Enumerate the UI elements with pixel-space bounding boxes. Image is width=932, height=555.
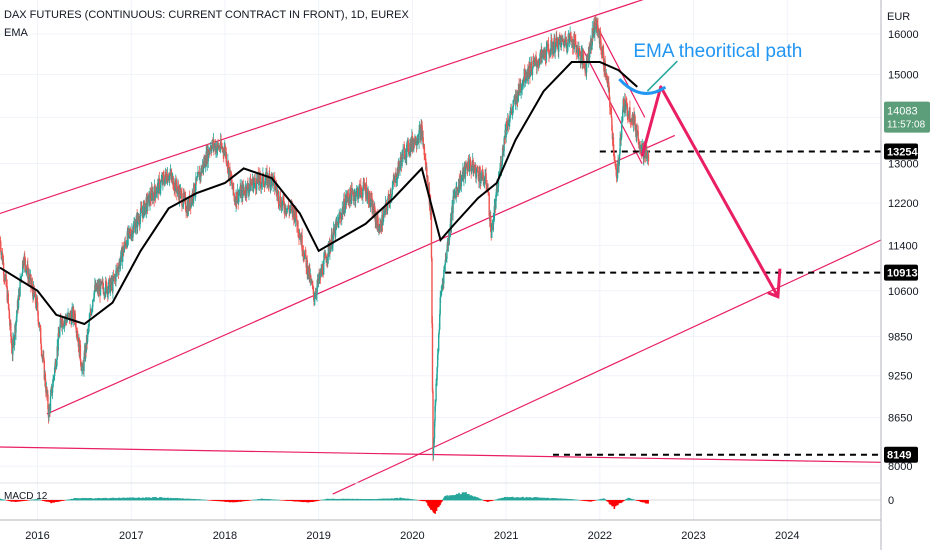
candle-body	[50, 396, 51, 410]
candle-body	[38, 322, 39, 324]
candle-body	[476, 171, 477, 178]
candle-body	[433, 448, 434, 456]
x-tick-label: 2016	[25, 530, 49, 542]
candle-body	[197, 177, 198, 178]
level-price-value: 8149	[887, 450, 911, 462]
y-tick-label: 15000	[888, 69, 919, 81]
y-tick-label: 16000	[888, 29, 919, 41]
y-axis-currency-label: EUR	[887, 11, 910, 23]
macd-indicator-label[interactable]: MACD 12	[4, 491, 47, 502]
x-tick-label: 2023	[681, 530, 705, 542]
candle-body	[310, 276, 311, 279]
candle-body	[438, 330, 439, 335]
candle-body	[155, 194, 156, 197]
y-tick-label: 9850	[888, 332, 912, 344]
x-tick-label: 2021	[494, 530, 518, 542]
candle-body	[402, 149, 403, 159]
y-tick-label: 12200	[888, 198, 919, 210]
candle-body	[392, 188, 393, 195]
candle-body	[37, 302, 38, 311]
x-tick-label: 2017	[119, 530, 143, 542]
candle-body	[80, 345, 81, 361]
candle-body	[313, 287, 314, 294]
candle-body	[160, 182, 161, 189]
candle-body	[558, 39, 559, 51]
candle-body	[59, 327, 60, 336]
candle-body	[226, 152, 227, 163]
candle-body	[8, 293, 9, 304]
candle-body	[264, 182, 265, 187]
candle-body	[25, 258, 26, 266]
y-tick-label: 11400	[888, 240, 918, 252]
candle-body	[18, 296, 19, 309]
x-tick-label: 2018	[213, 530, 237, 542]
candle-body	[233, 183, 234, 193]
candle-body	[532, 68, 533, 74]
candle-body	[627, 104, 628, 117]
y-tick-label: 9250	[888, 371, 912, 383]
candle-body	[431, 209, 432, 259]
y-tick-label: 13000	[888, 159, 919, 171]
candle-body	[21, 276, 22, 277]
candle-body	[485, 173, 486, 184]
candle-body	[305, 250, 306, 257]
candle-body	[254, 178, 255, 183]
macd-bar	[647, 500, 649, 504]
annotation-text[interactable]: EMA theoritical path	[633, 41, 802, 62]
chart-title: DAX FUTURES (CONTINUOUS: CURRENT CONTRAC…	[4, 9, 409, 21]
macd-zero-tick-label: 0	[888, 495, 894, 507]
candle-body	[16, 312, 17, 317]
y-tick-label: 8000	[888, 461, 912, 473]
current-price-value: 14083	[887, 106, 918, 118]
candle-body	[579, 50, 580, 51]
y-tick-label: 8650	[888, 413, 912, 425]
candle-body	[604, 61, 605, 76]
candle-body	[52, 387, 53, 393]
candle-body	[77, 337, 78, 338]
x-tick-label: 2020	[400, 530, 424, 542]
x-tick-label: 2024	[775, 530, 799, 542]
x-tick-label: 2022	[588, 530, 612, 542]
candle-body	[648, 154, 649, 161]
candle-body	[451, 213, 452, 226]
candle-body	[8, 304, 9, 309]
candle-body	[431, 258, 432, 323]
level-price-value: 10913	[887, 268, 918, 280]
bar-countdown: 11:57:08	[887, 120, 926, 131]
ema-indicator-label[interactable]: EMA	[4, 27, 28, 39]
candle-body	[83, 357, 84, 371]
candle-body	[147, 203, 148, 207]
candle-body	[154, 185, 155, 191]
candle-body	[432, 323, 433, 391]
x-tick-label: 2019	[306, 530, 330, 542]
level-price-value: 13254	[887, 146, 918, 158]
candle-body	[133, 225, 134, 233]
y-tick-label: 10600	[888, 286, 919, 298]
